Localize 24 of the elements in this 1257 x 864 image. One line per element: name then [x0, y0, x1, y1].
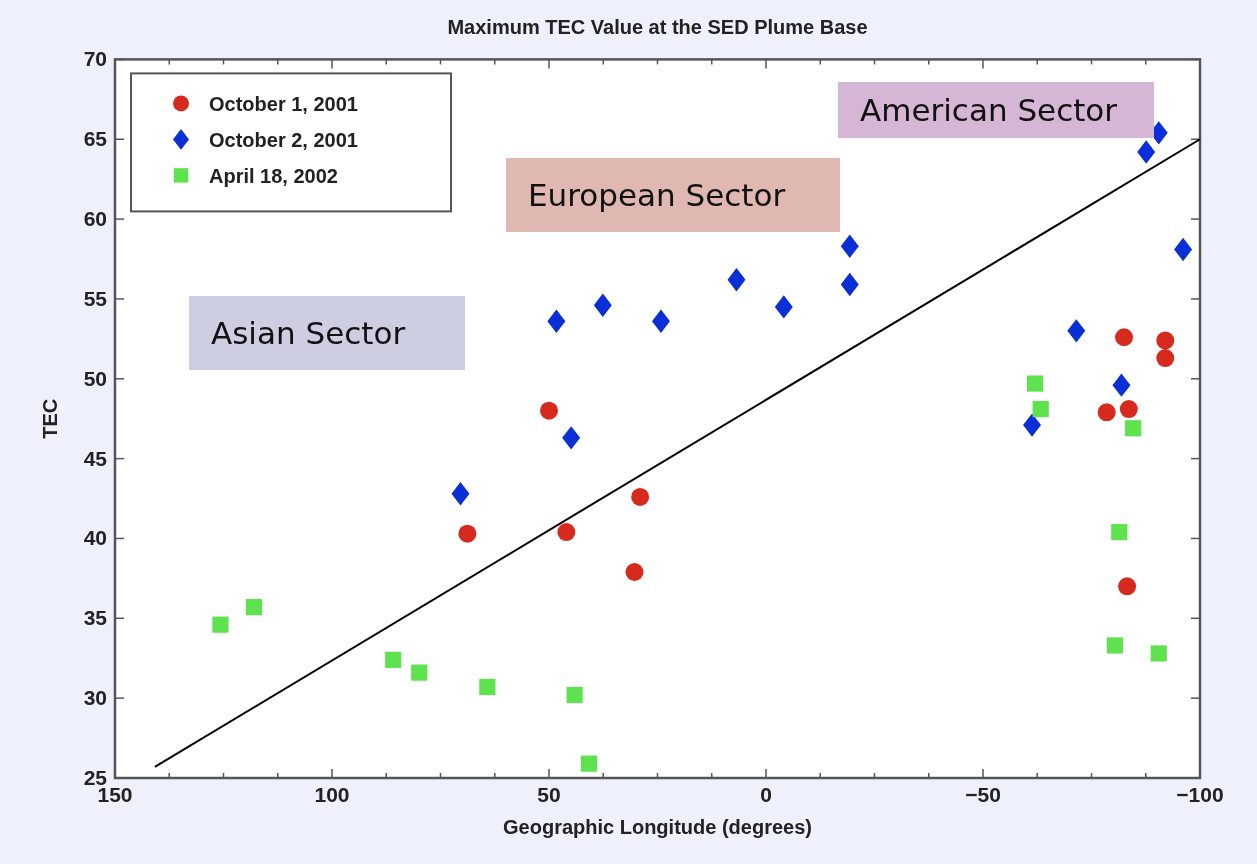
x-tick-label: −100	[1176, 783, 1224, 806]
x-tick-label: 0	[760, 783, 772, 806]
x-tick-label: 50	[537, 783, 561, 806]
annotation: Asian Sector	[211, 315, 406, 351]
y-tick-label: 65	[83, 127, 108, 151]
y-tick-label: 30	[83, 686, 107, 710]
annotation: American Sector	[860, 92, 1118, 128]
y-tick-label: 40	[83, 526, 107, 550]
y-tick-label: 45	[83, 446, 108, 470]
x-tick-label: 100	[314, 783, 350, 806]
x-tick-label: −50	[965, 783, 1001, 806]
y-tick-label: 55	[83, 286, 108, 310]
legend-label: April 18, 2002	[209, 165, 338, 188]
legend-label: October 2, 2001	[209, 129, 358, 152]
chart-title: Maximum TEC Value at the SED Plume Base	[447, 16, 868, 38]
annotation: European Sector	[528, 177, 786, 213]
y-tick-label: 70	[83, 47, 107, 71]
y-axis-title: TEC	[39, 398, 61, 439]
y-tick-label: 35	[83, 606, 108, 630]
y-tick-label: 60	[83, 207, 107, 231]
x-axis-title: Geographic Longitude (degrees)	[503, 816, 812, 838]
y-tick-label: 25	[83, 766, 108, 789]
legend-label: October 1, 2001	[209, 93, 358, 116]
y-tick-label: 50	[83, 366, 107, 390]
